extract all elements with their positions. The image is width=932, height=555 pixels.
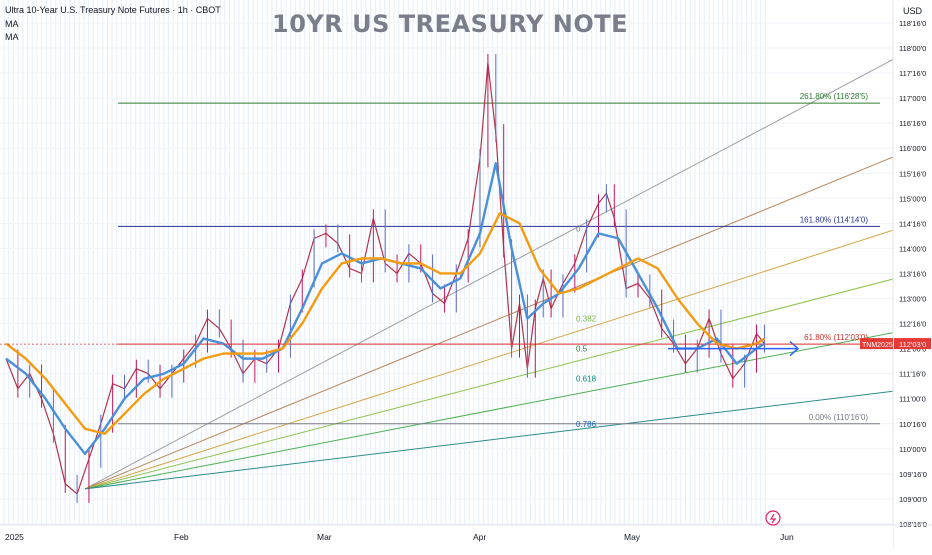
y-tick-label: 114'00'0 [899,244,926,253]
indicator-ma-1[interactable]: MA [5,19,19,29]
y-tick-label: 111'00'0 [899,395,926,404]
fib-retracement-label: 0.618 [576,375,597,384]
fib-extension-label: 161.80% (114'14'0) [800,215,869,224]
x-tick-label: Mar [317,532,332,542]
fan-line [84,47,915,490]
y-tick-label: 112'16'0 [899,320,926,329]
y-tick-label: 116'16'0 [899,119,926,128]
y-tick-label: 118'16'0 [899,19,926,28]
fib-extension-label: 261.80% (116'28'5) [800,92,869,101]
fan-line [84,272,915,490]
series-tag-text: TNM2025 [862,342,893,349]
fib-extension-label: 0.00% (110'16'0) [809,413,869,422]
lightning-glyph [769,513,777,524]
fib-retracement-label: 0 [576,224,581,233]
price-scale[interactable] [893,0,932,550]
y-tick-label: 115'16'0 [899,169,926,178]
last-price-tag [894,338,931,350]
y-tick-label: 118'00'0 [899,44,926,53]
fan-line [84,147,915,490]
y-tick-label: 114'16'0 [899,219,926,228]
y-tick-label: 110'00'0 [899,445,926,454]
y-tick-label: 108'16'0 [899,520,927,529]
y-tick-label: 117'00'0 [899,94,926,103]
fib-retracement-label: 0.786 [576,420,597,429]
time-axis[interactable] [0,525,893,550]
y-tick-label: 109'16'0 [899,470,927,479]
ma-line-slow[interactable] [5,212,766,435]
y-tick-label: 109'00'0 [899,495,927,504]
y-tick-label: 115'00'0 [899,194,926,203]
fan-line [84,222,915,490]
y-tick-label: 116'00'0 [899,144,926,153]
symbol-title: Ultra 10-Year U.S. Treasury Note Futures… [5,5,221,15]
y-tick-label: 113'00'0 [899,295,926,304]
y-tick-label: 111'16'0 [899,370,926,379]
alert-icon[interactable] [765,510,781,526]
x-tick-label: May [624,532,641,542]
fib-extension-label: 61.80% (112'03'0) [804,333,868,342]
y-tick-label: 110'16'0 [899,420,926,429]
fib-retracement-label: 0.382 [576,315,597,324]
x-tick-label: Feb [174,532,189,542]
x-tick-label: Jun [780,532,794,542]
currency-label[interactable]: USD [902,6,922,16]
fib-retracement-label: 0.5 [576,345,588,354]
indicator-ma-2[interactable]: MA [5,32,19,42]
chart-title: 10YR US TREASURY NOTE [272,10,628,38]
fan-line [84,388,915,490]
x-tick-label: Apr [473,532,486,542]
last-price-text: 112'03'0 [899,340,926,349]
y-tick-label: 112'00'0 [899,345,926,354]
series-tag [860,338,893,350]
y-tick-label: 117'16'0 [899,69,926,78]
y-tick-label: 113'16'0 [899,269,926,278]
fan-line [84,328,915,490]
x-tick-label: 2025 [5,532,24,542]
